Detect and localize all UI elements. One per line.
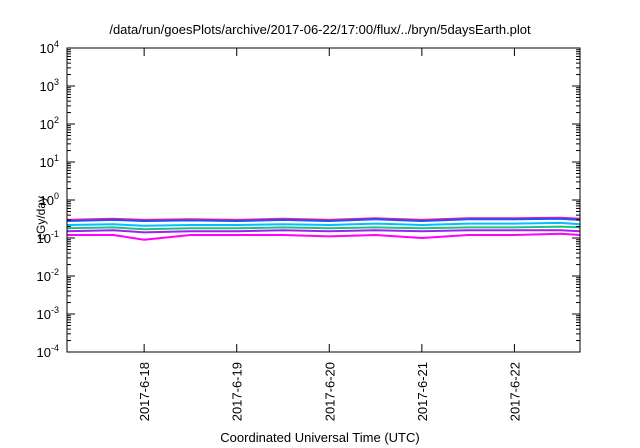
series-line-5: [67, 232, 581, 241]
y-tick-label: 103: [40, 77, 59, 94]
x-tick-label: 2017-6-22: [507, 362, 522, 421]
series-line-3: [66, 225, 581, 231]
x-tick-label: 2017-6-20: [322, 362, 337, 421]
x-tick-label: 2017-6-19: [230, 362, 245, 421]
plot-frame: [66, 47, 581, 353]
chart-title: /data/run/goesPlots/archive/2017-06-22/1…: [109, 22, 531, 37]
y-tick-label: 101: [40, 153, 59, 170]
x-tick-label: 2017-6-21: [415, 362, 430, 421]
x-axis-label: Coordinated Universal Time (UTC): [220, 430, 420, 445]
y-axis-label: cGy/day: [34, 196, 48, 241]
series-line-2: [66, 221, 581, 227]
y-tick-label: 10-4: [37, 343, 59, 360]
y-tick-label: 10-1: [37, 229, 59, 246]
y-tick-label: 104: [40, 39, 59, 56]
x-tick-label: 2017-6-18: [137, 362, 152, 421]
series-line-1: [66, 217, 581, 222]
series-line-4: [66, 229, 581, 234]
y-tick-label: 102: [40, 115, 59, 132]
y-tick-label: 10-3: [37, 305, 59, 322]
y-tick-label: 100: [40, 191, 59, 208]
y-tick-label: 10-2: [37, 267, 59, 284]
